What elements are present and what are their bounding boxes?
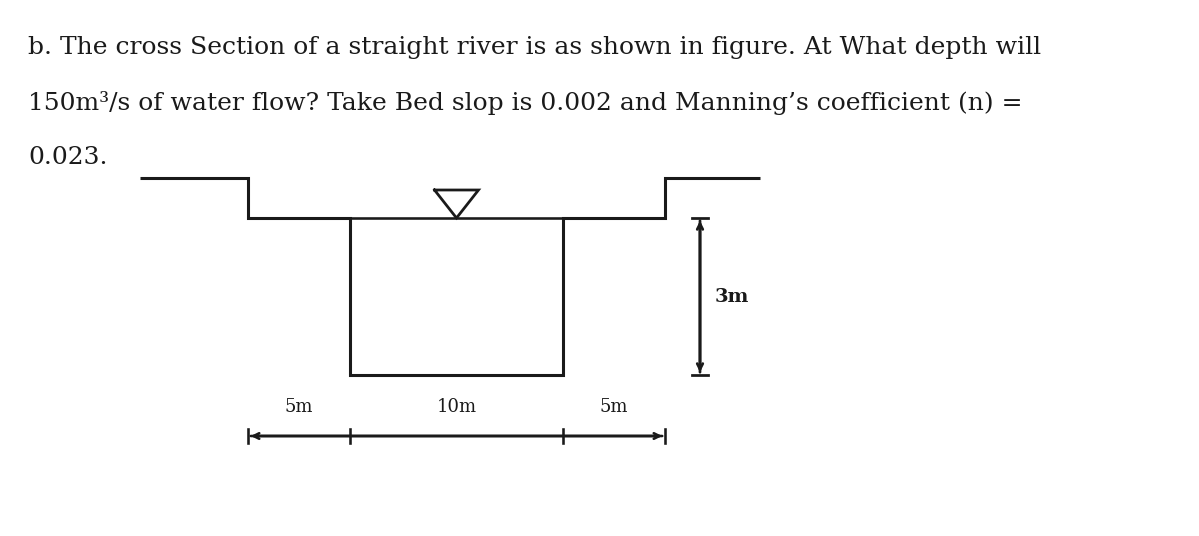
Text: 10m: 10m <box>436 398 476 416</box>
Text: 3m: 3m <box>715 287 749 306</box>
Text: 5m: 5m <box>284 398 313 416</box>
Text: 5m: 5m <box>600 398 628 416</box>
Text: b. The cross Section of a straight river is as shown in figure. At What depth wi: b. The cross Section of a straight river… <box>28 36 1041 59</box>
Text: 150m³/s of water flow? Take Bed slop is 0.002 and Manning’s coefficient (n) =: 150m³/s of water flow? Take Bed slop is … <box>28 91 1023 115</box>
Text: 0.023.: 0.023. <box>28 146 108 169</box>
